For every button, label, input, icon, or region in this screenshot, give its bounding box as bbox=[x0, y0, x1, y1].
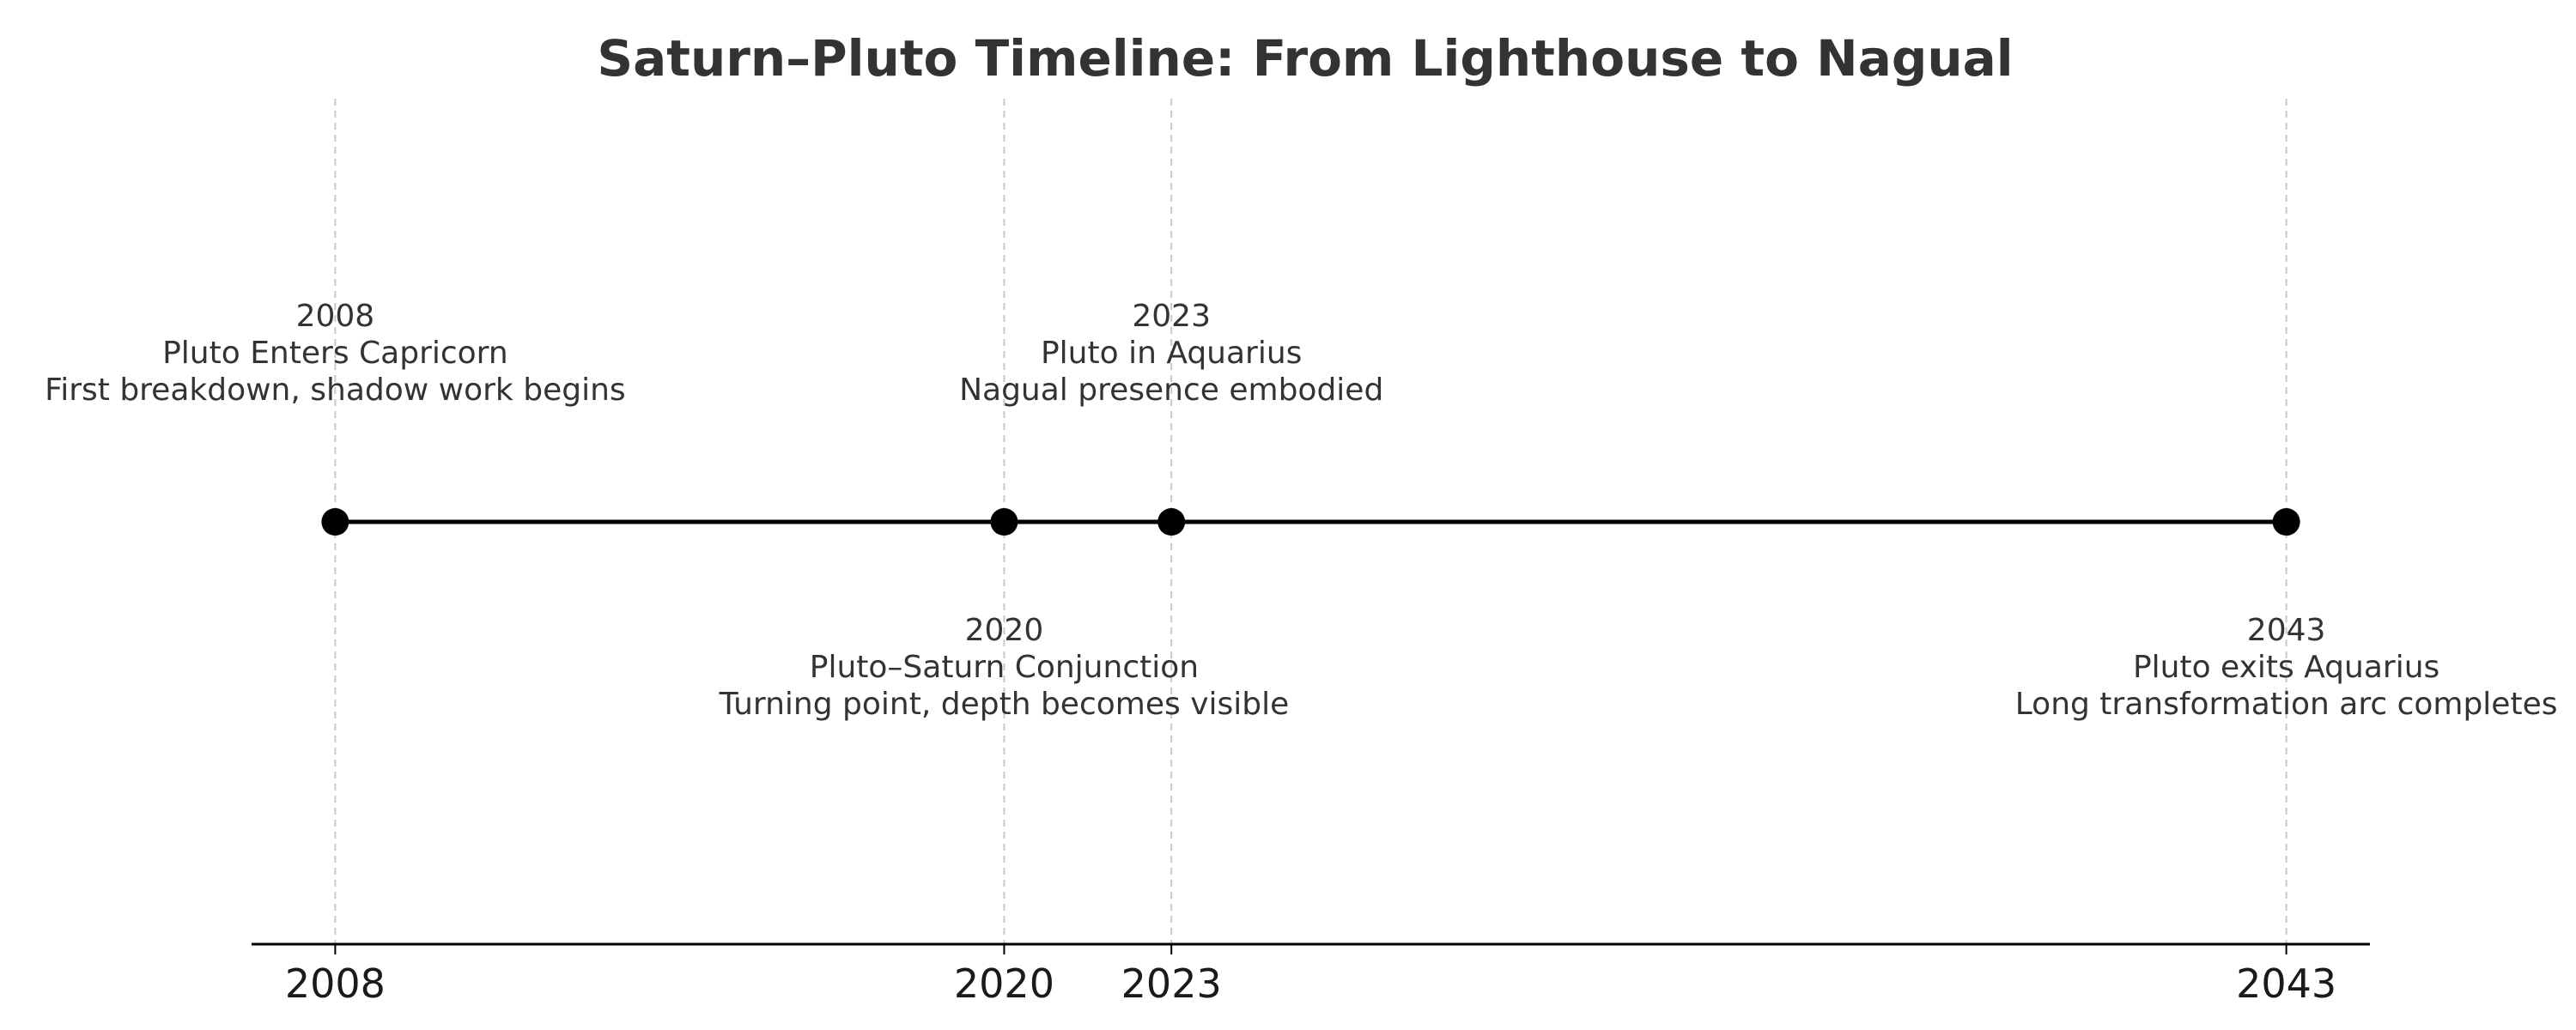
chart-title: Saturn–Pluto Timeline: From Lighthouse t… bbox=[597, 29, 2013, 88]
event-marker-2023 bbox=[1157, 508, 1186, 536]
x-axis: 2008 2020 2023 2043 bbox=[252, 942, 2370, 1007]
event-year: 2043 bbox=[2247, 613, 2326, 648]
event-markers bbox=[321, 508, 2300, 536]
event-description: Nagual presence embodied bbox=[959, 373, 1383, 408]
x-tick-label: 2008 bbox=[285, 960, 386, 1007]
x-tick-label: 2020 bbox=[954, 960, 1054, 1007]
event-marker-2043 bbox=[2272, 508, 2300, 536]
x-tick-label: 2023 bbox=[1121, 960, 1222, 1007]
event-year: 2008 bbox=[296, 299, 375, 334]
event-description: Turning point, depth becomes visible bbox=[719, 687, 1290, 722]
event-label-2043: 2043 Pluto exits Aquarius Long transformat… bbox=[2015, 613, 2558, 722]
event-title: Pluto exits Aquarius bbox=[2133, 650, 2439, 685]
event-label-2020: 2020 Pluto–Saturn Conjunction Turning poin… bbox=[719, 613, 1290, 722]
event-marker-2020 bbox=[990, 508, 1018, 536]
event-description: First breakdown, shadow work begins bbox=[45, 373, 626, 408]
event-label-2008: 2008 Pluto Enters Capricorn First breakdow… bbox=[45, 299, 626, 408]
event-title: Pluto–Saturn Conjunction bbox=[810, 650, 1199, 685]
event-description: Long transformation arc completes bbox=[2015, 687, 2558, 722]
event-year: 2020 bbox=[965, 613, 1044, 648]
event-year: 2023 bbox=[1132, 299, 1211, 334]
event-marker-2008 bbox=[321, 508, 349, 536]
event-title: Pluto Enters Capricorn bbox=[162, 336, 508, 371]
event-label-2023: 2023 Pluto in Aquarius Nagual presence emb… bbox=[959, 299, 1383, 408]
x-tick-label: 2043 bbox=[2236, 960, 2336, 1007]
event-title: Pluto in Aquarius bbox=[1041, 336, 1302, 371]
event-labels: 2008 Pluto Enters Capricorn First breakdow… bbox=[45, 299, 2557, 722]
